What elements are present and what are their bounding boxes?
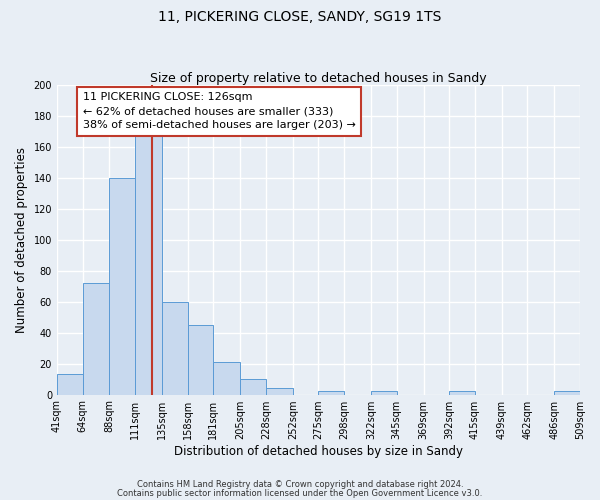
Bar xyxy=(83,283,109,395)
Title: Size of property relative to detached houses in Sandy: Size of property relative to detached ho… xyxy=(150,72,487,85)
Bar xyxy=(371,392,397,394)
Text: 11, PICKERING CLOSE, SANDY, SG19 1TS: 11, PICKERING CLOSE, SANDY, SG19 1TS xyxy=(158,10,442,24)
Bar xyxy=(266,388,293,394)
Text: Contains HM Land Registry data © Crown copyright and database right 2024.: Contains HM Land Registry data © Crown c… xyxy=(137,480,463,489)
Bar xyxy=(449,392,475,394)
Bar xyxy=(214,362,240,394)
X-axis label: Distribution of detached houses by size in Sandy: Distribution of detached houses by size … xyxy=(174,444,463,458)
Bar xyxy=(162,302,188,394)
Text: 11 PICKERING CLOSE: 126sqm
← 62% of detached houses are smaller (333)
38% of sem: 11 PICKERING CLOSE: 126sqm ← 62% of deta… xyxy=(83,92,355,130)
Bar xyxy=(57,374,83,394)
Bar xyxy=(109,178,135,394)
Bar xyxy=(319,392,344,394)
Bar xyxy=(135,136,162,394)
Bar xyxy=(240,379,266,394)
Bar xyxy=(554,392,580,394)
Text: Contains public sector information licensed under the Open Government Licence v3: Contains public sector information licen… xyxy=(118,488,482,498)
Y-axis label: Number of detached properties: Number of detached properties xyxy=(15,146,28,332)
Bar xyxy=(188,325,214,394)
